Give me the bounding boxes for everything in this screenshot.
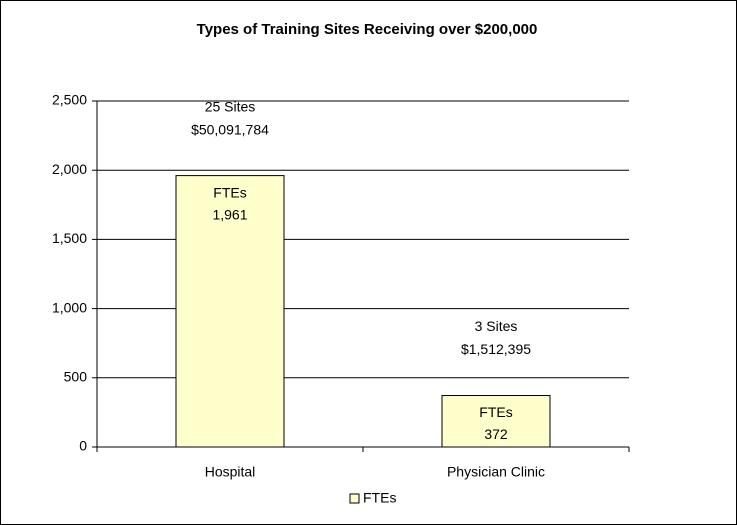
annotation: $1,512,395 [461,341,531,357]
annotation: $50,091,784 [191,121,269,137]
annotation: 3 Sites [475,318,518,334]
chart-title: Types of Training Sites Receiving over $… [197,21,538,38]
y-tick-label: 0 [79,438,87,454]
y-tick-label: 2,500 [52,92,87,108]
bar [441,395,551,448]
value-label: 372 [484,426,508,442]
y-tick-label: 500 [64,369,88,385]
bar-series-label: FTEs [213,184,246,200]
annotation: 25 Sites [205,98,256,114]
x-tick-label: Physician Clinic [447,464,545,480]
bar-series-label: FTEs [479,404,512,420]
value-label: 1,961 [212,206,247,222]
y-tick-label: 2,000 [52,161,87,177]
legend-label: FTEs [363,490,396,506]
bar [175,175,285,448]
y-tick-label: 1,000 [52,299,87,315]
legend-swatch [349,493,360,504]
x-tick-label: Hospital [205,464,256,480]
y-tick-label: 1,500 [52,230,87,246]
